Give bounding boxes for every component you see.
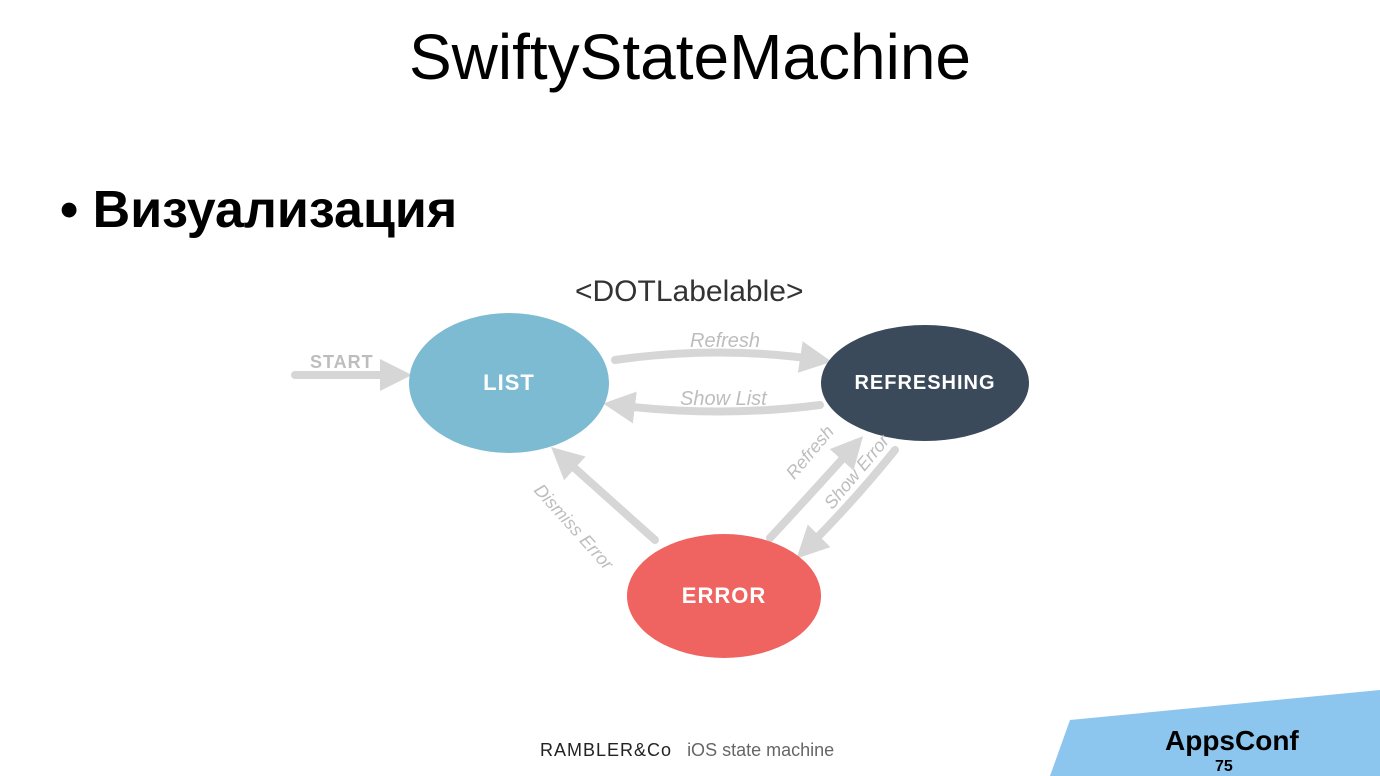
appsconf-badge-text: AppsConf xyxy=(1165,725,1299,757)
page-number: 75 xyxy=(1215,758,1233,776)
appsconf-badge-bg xyxy=(0,0,1380,776)
